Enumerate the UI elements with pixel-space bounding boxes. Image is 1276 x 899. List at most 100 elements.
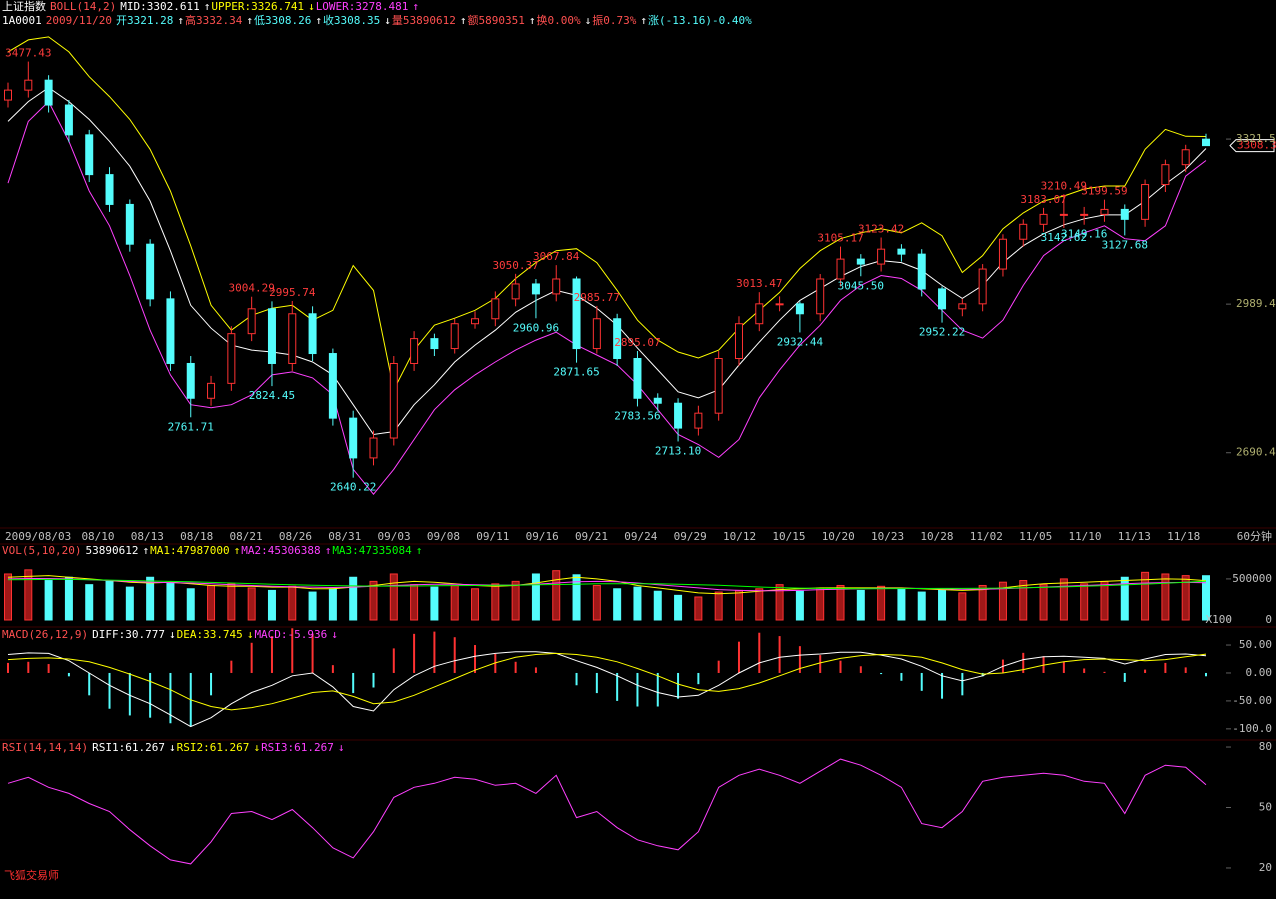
- candle-body: [674, 402, 683, 429]
- header-item: RSI1:61.267: [92, 741, 165, 754]
- candle-body: [938, 288, 947, 310]
- candle-body: [267, 308, 276, 364]
- candle-body: [1202, 138, 1210, 147]
- volume-bar: [1019, 580, 1028, 621]
- low-label: 2824.45: [249, 389, 295, 402]
- volume-bar: [775, 584, 784, 621]
- candle-body: [227, 333, 236, 384]
- header-item: 换0.00%: [537, 13, 581, 27]
- candle-body: [64, 104, 73, 136]
- volume-bar: [1100, 580, 1109, 621]
- volume-bar: [24, 569, 33, 621]
- volume-bar: [998, 581, 1007, 621]
- header-item: DEA:33.745: [177, 628, 243, 641]
- x-tick-label: 2009/08/03: [5, 530, 71, 543]
- candle-body: [958, 303, 967, 310]
- candle-body: [369, 437, 378, 459]
- candle-body: [349, 417, 358, 459]
- period-label: 60分钟: [1237, 529, 1272, 543]
- candle-body: [186, 362, 195, 399]
- y-tick-label: 50.00: [1239, 638, 1272, 651]
- low-label: 3127.68: [1102, 238, 1148, 251]
- high-label: 3105.17: [817, 232, 863, 245]
- volume-bar: [267, 589, 276, 621]
- low-label: 3149.16: [1061, 228, 1107, 241]
- header-item: ↓: [585, 14, 592, 27]
- header-item: RSI3:61.267: [261, 741, 334, 754]
- volume-bar: [836, 584, 845, 621]
- volume-bar: [85, 584, 94, 621]
- x-tick-label: 09/29: [674, 530, 707, 543]
- candle-body: [694, 412, 703, 429]
- price-tag-label: 3308.3: [1237, 139, 1276, 152]
- volume-bar: [1161, 573, 1170, 621]
- volume-ma-line: [7, 578, 1207, 590]
- candle-body: [613, 318, 622, 360]
- volume-bar: [125, 586, 134, 621]
- header-item: ↓: [169, 741, 176, 754]
- volume-bar: [227, 583, 236, 621]
- volume-bar: [64, 576, 73, 621]
- volume-bar: [44, 580, 53, 621]
- candle-body: [328, 353, 337, 419]
- x-tick-label: 10/15: [772, 530, 805, 543]
- candle-body: [1100, 208, 1109, 215]
- volume-bar: [328, 588, 337, 621]
- x-tick-label: 08/31: [328, 530, 361, 543]
- header-item: 开3321.28: [116, 14, 173, 27]
- high-label: 3183.07: [1020, 193, 1066, 206]
- y-tick-label: 0.00: [1246, 666, 1273, 679]
- y-tick-label: 50: [1259, 801, 1272, 814]
- candle-body: [531, 283, 540, 295]
- header-item: 53890612: [85, 544, 138, 557]
- header-item: ↓: [331, 628, 338, 641]
- candle-body: [308, 313, 317, 355]
- volume-bar: [288, 585, 297, 621]
- high-label: 2985.77: [574, 291, 620, 304]
- x-tick-label: 11/10: [1068, 530, 1101, 543]
- x-tick-label: 10/12: [723, 530, 756, 543]
- low-label: 3142.62: [1041, 231, 1087, 244]
- high-label: 3199.59: [1081, 185, 1127, 198]
- volume-bar: [1059, 578, 1068, 621]
- header-item: MA2:45306388: [241, 544, 320, 557]
- header-item: ↑: [412, 0, 419, 13]
- volume-bar: [410, 584, 419, 621]
- volume-bar: [1181, 575, 1190, 621]
- candle-body: [1019, 223, 1028, 240]
- x-tick-label: 08/21: [229, 530, 262, 543]
- volume-bar: [572, 574, 581, 621]
- volume-ma-line: [7, 575, 1207, 595]
- x-tick-label: 08/18: [180, 530, 213, 543]
- x-tick-label: 11/18: [1167, 530, 1200, 543]
- volume-bar: [207, 584, 216, 621]
- header-item: ↓: [338, 741, 345, 754]
- candle-body: [978, 268, 987, 305]
- candle-body: [471, 318, 480, 325]
- candle-body: [856, 258, 865, 265]
- volume-bar: [633, 586, 642, 621]
- high-label: 3004.29: [228, 282, 274, 295]
- x-tick-label: 10/28: [920, 530, 953, 543]
- candle-body: [836, 258, 845, 280]
- y-tick-label: -100.0: [1232, 722, 1272, 735]
- volume-bar: [755, 588, 764, 621]
- high-label: 3477.43: [5, 47, 51, 60]
- volume-bar: [531, 573, 540, 621]
- candle-body: [572, 278, 581, 350]
- price-tag: [1229, 139, 1275, 153]
- low-label: 2783.56: [614, 409, 660, 422]
- header-item: ↓: [247, 628, 254, 641]
- volume-bar: [389, 573, 398, 621]
- y-tick-label: 500000: [1232, 572, 1272, 585]
- header-item: LOWER:3278.481: [316, 0, 409, 13]
- y-tick-label: 0: [1265, 613, 1272, 626]
- x-tick-label: 11/02: [970, 530, 1003, 543]
- header-item: DIFF:30.777: [92, 628, 165, 641]
- x-tick-label: 10/20: [822, 530, 855, 543]
- volume-bar: [795, 590, 804, 621]
- volume-bar: [856, 589, 865, 621]
- header-item: ↓: [253, 741, 260, 754]
- header-item: 上证指数: [2, 0, 46, 13]
